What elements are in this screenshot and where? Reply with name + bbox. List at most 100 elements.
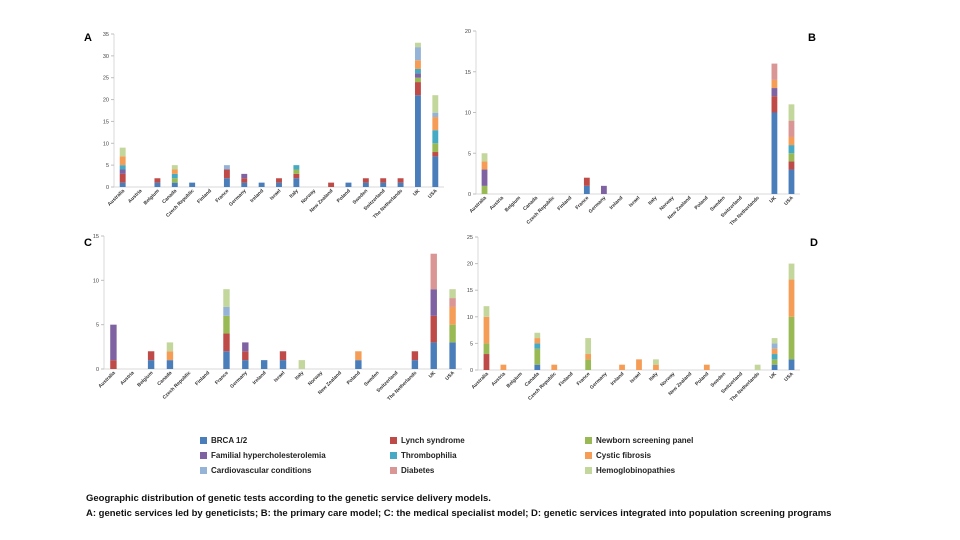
bar-segment [788,153,795,162]
y-tick-label: 5 [106,163,109,169]
bar-segment [397,182,404,187]
bar-segment [432,130,439,144]
bar-segment [449,298,456,307]
y-tick-label: 20 [103,98,109,104]
bar-segment [432,156,439,187]
bar-segment [585,354,592,360]
x-tick-label: Finland [558,371,575,388]
bar-segment [223,351,230,369]
bar-segment [154,178,161,183]
bar-segment [600,185,607,194]
legend-item-familial-hypercholesterolemia: Familial hypercholesterolemia [200,451,326,460]
bar-segment [223,289,230,307]
legend-label: Cystic fibrosis [596,451,652,460]
bar-segment [432,152,439,157]
bar-segment [414,68,421,74]
bar-segment [154,182,161,187]
y-tick-label: 10 [93,278,99,284]
x-tick-label: Germany [589,371,609,391]
bar-segment [171,182,178,187]
bar-segment [449,324,456,343]
bar-segment [279,360,287,369]
panel-label: C [84,237,92,249]
legend-swatch [200,467,207,474]
x-tick-label: Poland [346,370,362,386]
y-tick-label: 10 [467,315,473,321]
panel-label: A [84,32,92,44]
x-tick-label: Israel [273,370,287,384]
x-tick-label: Australia [97,370,117,390]
bar-segment [166,360,174,369]
legend-item-newborn: Newborn screening panel [585,436,693,445]
bar-segment [260,360,268,369]
bar-segment [293,169,300,174]
bar-segment [788,316,795,360]
bar-segment [653,359,659,365]
bar-segment [276,182,282,187]
bar-segment [223,315,230,334]
x-tick-label: Austria [127,188,144,205]
bar-segment [788,145,795,154]
bar-segment [585,338,592,355]
bar-segment [380,178,387,183]
bar-segment [534,364,541,370]
x-tick-label: Israel [269,188,283,202]
bar-segment [293,165,300,170]
bar-segment [771,348,778,355]
bar-segment [430,315,437,343]
y-tick-label: 10 [103,141,109,147]
bar-segment [189,182,196,187]
legend-item-lynch: Lynch syndrome [390,436,465,445]
x-tick-label: France [576,371,592,387]
bar-segment [119,165,126,170]
bar-segment [147,360,155,369]
bar-segment [432,95,439,113]
bar-segment [432,143,439,153]
legend-swatch [585,467,592,474]
bar-segment [788,104,795,121]
bar-segment [166,351,174,361]
legend-item-cardiovascular: Cardiovascular conditions [200,466,311,475]
bar-segment [481,153,488,162]
legend-label: Newborn screening panel [596,436,694,445]
bar-segment [242,351,249,361]
bar-segment [223,333,230,352]
bar-segment [119,169,126,174]
x-tick-label: France [574,195,590,211]
bar-segment [430,342,437,369]
bar-segment [449,342,456,369]
bar-segment [293,178,300,187]
y-tick-label: 15 [467,288,473,294]
bar-segment [771,79,778,89]
y-tick-label: 15 [93,234,99,240]
x-tick-label: Belgium [506,371,525,390]
legend-item-brca: BRCA 1/2 [200,436,247,445]
bar-segment [583,185,590,194]
x-tick-label: Belgium [143,188,162,207]
bar-segment [355,351,362,361]
bar-segment [703,364,710,370]
bar-segment [788,279,795,317]
x-tick-label: USA [783,371,795,383]
x-tick-label: UK [768,195,778,205]
bar-segment [166,342,174,352]
x-tick-label: Poland [694,195,710,211]
bar-segment [534,338,541,344]
bar-segment [119,182,126,187]
bar-segment [276,178,282,183]
y-tick-label: 0 [468,192,471,198]
x-tick-label: Norway [307,370,324,387]
bar-segment [583,177,590,186]
bar-segment [414,82,421,96]
x-tick-label: Finland [556,195,573,212]
bar-segment [171,178,178,183]
bar-segment [771,88,778,97]
legend-item-diabetes: Diabetes [390,466,434,475]
bar-segment [534,332,541,339]
x-tick-label: Israel [628,195,642,209]
bar-segment [279,351,287,361]
x-tick-label: Finland [196,188,213,205]
legend-swatch [585,437,592,444]
x-tick-label: UK [428,370,438,380]
